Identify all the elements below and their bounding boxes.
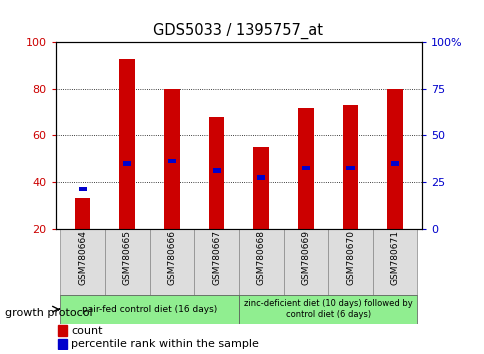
Bar: [387, 89, 402, 229]
Bar: [58, 325, 67, 336]
Bar: [208, 117, 224, 229]
FancyBboxPatch shape: [239, 229, 283, 295]
Bar: [212, 168, 220, 173]
Bar: [164, 89, 180, 229]
FancyBboxPatch shape: [328, 229, 372, 295]
Text: count: count: [71, 326, 103, 336]
Text: percentile rank within the sample: percentile rank within the sample: [71, 339, 258, 349]
Text: GSM780670: GSM780670: [345, 230, 354, 285]
FancyBboxPatch shape: [105, 229, 149, 295]
Bar: [390, 161, 398, 166]
Text: growth protocol: growth protocol: [5, 308, 92, 318]
FancyBboxPatch shape: [239, 295, 417, 324]
Bar: [123, 161, 131, 166]
Bar: [253, 147, 269, 229]
Bar: [297, 108, 313, 229]
Bar: [119, 59, 135, 229]
Text: GSM780666: GSM780666: [167, 230, 176, 285]
Bar: [167, 159, 176, 164]
FancyBboxPatch shape: [194, 229, 239, 295]
FancyBboxPatch shape: [60, 229, 105, 295]
Text: GSM780664: GSM780664: [78, 230, 87, 285]
FancyBboxPatch shape: [372, 229, 417, 295]
Bar: [78, 187, 87, 191]
Text: GDS5033 / 1395757_at: GDS5033 / 1395757_at: [152, 23, 322, 39]
Bar: [301, 166, 309, 170]
Text: GSM780668: GSM780668: [256, 230, 265, 285]
FancyBboxPatch shape: [149, 229, 194, 295]
Bar: [342, 105, 358, 229]
Text: GSM780669: GSM780669: [301, 230, 310, 285]
Text: zinc-deficient diet (10 days) followed by
control diet (6 days): zinc-deficient diet (10 days) followed b…: [243, 299, 412, 319]
FancyBboxPatch shape: [60, 295, 239, 324]
Bar: [75, 198, 90, 229]
Bar: [346, 166, 354, 170]
FancyBboxPatch shape: [283, 229, 328, 295]
Text: pair-fed control diet (16 days): pair-fed control diet (16 days): [82, 305, 217, 314]
Text: GSM780667: GSM780667: [212, 230, 221, 285]
Text: GSM780665: GSM780665: [122, 230, 132, 285]
Text: GSM780671: GSM780671: [390, 230, 399, 285]
Bar: [58, 339, 67, 349]
Bar: [257, 175, 265, 180]
